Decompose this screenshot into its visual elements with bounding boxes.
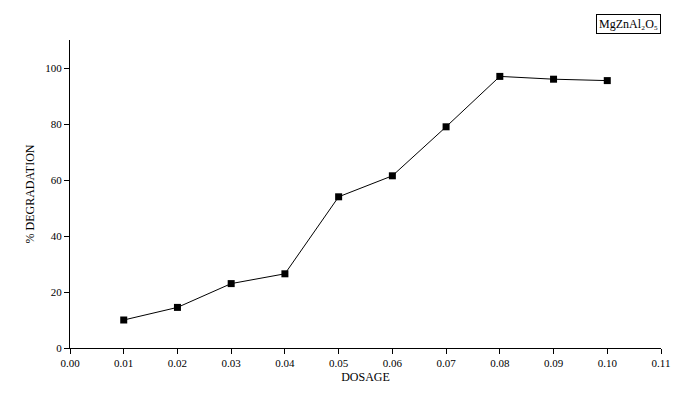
svg-text:80: 80	[51, 118, 63, 130]
svg-text:0.09: 0.09	[544, 357, 564, 369]
svg-text:0.01: 0.01	[114, 357, 133, 369]
svg-text:0.06: 0.06	[383, 357, 403, 369]
svg-text:0.03: 0.03	[222, 357, 242, 369]
svg-text:0.08: 0.08	[490, 357, 510, 369]
svg-text:DOSAGE: DOSAGE	[341, 370, 390, 384]
svg-text:40: 40	[51, 230, 63, 242]
svg-text:0.04: 0.04	[275, 357, 295, 369]
svg-text:0.07: 0.07	[436, 357, 456, 369]
svg-text:0.05: 0.05	[329, 357, 349, 369]
svg-text:100: 100	[45, 62, 62, 74]
svg-text:60: 60	[51, 174, 63, 186]
svg-text:MgZnAl₂O₅: MgZnAl₂O₅	[599, 17, 658, 31]
svg-text:% DEGRADATION: % DEGRADATION	[23, 144, 37, 243]
svg-text:0.11: 0.11	[652, 357, 671, 369]
svg-text:0: 0	[56, 342, 62, 354]
svg-text:0.10: 0.10	[598, 357, 618, 369]
svg-text:20: 20	[51, 286, 63, 298]
svg-text:0.02: 0.02	[168, 357, 187, 369]
svg-text:0.00: 0.00	[60, 357, 80, 369]
